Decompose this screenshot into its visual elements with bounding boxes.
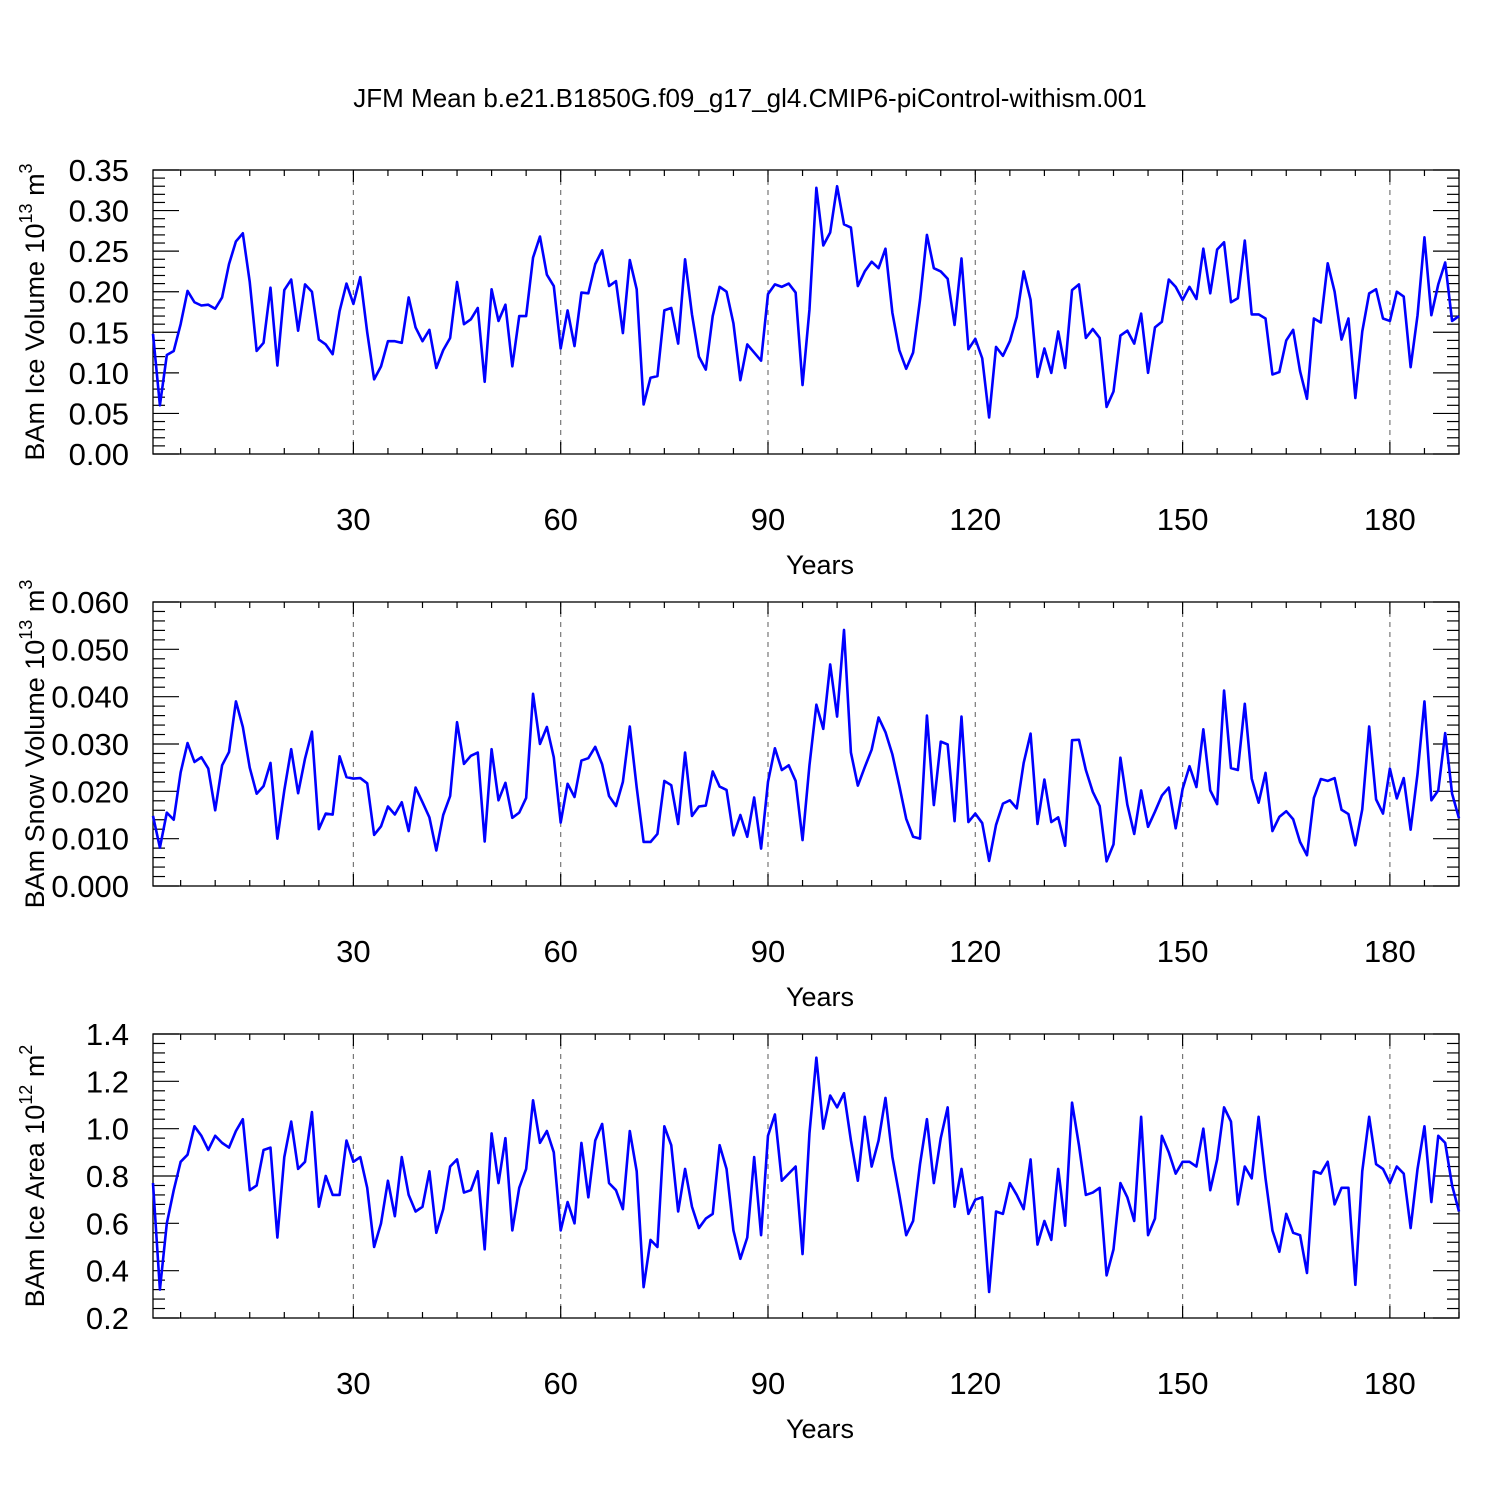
plot-frame <box>152 601 1460 887</box>
y-tick-label: 0.8 <box>86 1159 129 1194</box>
x-axis-title: Years <box>786 982 854 1012</box>
y-tick-label: 0.060 <box>51 585 129 620</box>
x-tick-label: 120 <box>949 502 1001 537</box>
y-axis-title: BAm Snow Volume 1013 m3 <box>16 580 50 909</box>
y-tick-label: 0.6 <box>86 1206 129 1241</box>
series-line-snow-volume <box>151 628 1461 863</box>
panel-ice-area: 30 60 90 120 150 180 0.2 0.4 0.6 0.8 1.0 1.2 1.4 Year… <box>16 1017 1461 1444</box>
y-tick-label: 0.020 <box>51 774 129 809</box>
x-tick-label: 30 <box>336 1366 370 1401</box>
y-tick-label: 0.15 <box>69 315 129 350</box>
y-axis-title: BAm Ice Volume 1013 m3 <box>16 163 50 460</box>
figure-title: JFM Mean b.e21.B1850G.f09_g17_gl4.CMIP6-… <box>353 83 1146 113</box>
x-tick-label: 180 <box>1364 1366 1416 1401</box>
series-line-ice-volume <box>151 184 1460 419</box>
y-tick-label: 1.2 <box>86 1064 129 1099</box>
x-tick-label: 30 <box>336 502 370 537</box>
y-tick-label: 0.050 <box>51 632 129 667</box>
x-tick-label: 90 <box>751 1366 785 1401</box>
y-tick-label: 0.00 <box>69 437 129 472</box>
y-axis-title: BAm Ice Area 1012 m2 <box>16 1045 50 1308</box>
y-tick-label: 0.05 <box>69 396 129 431</box>
x-tick-label: 180 <box>1364 934 1416 969</box>
y-tick-label: 0.000 <box>51 869 129 904</box>
y-tick-label: 0.20 <box>69 275 129 310</box>
x-tick-label: 90 <box>751 934 785 969</box>
x-tick-label: 150 <box>1157 502 1209 537</box>
y-tick-label: 0.30 <box>69 194 129 229</box>
y-tick-label: 0.10 <box>69 356 129 391</box>
panel-ice-volume: 30 60 90 120 150 180 0.00 0.05 0.10 0.15 0.20 0.25 0… <box>16 153 1460 580</box>
x-tick-label: 120 <box>949 1366 1001 1401</box>
x-axis-title: Years <box>786 1414 854 1444</box>
y-tick-label: 0.040 <box>51 680 129 715</box>
y-tick-label: 0.35 <box>69 153 129 188</box>
x-tick-label: 60 <box>543 934 577 969</box>
y-tick-label: 0.030 <box>51 727 129 762</box>
x-tick-label: 120 <box>949 934 1001 969</box>
x-tick-label: 150 <box>1157 1366 1209 1401</box>
y-tick-label: 1.4 <box>86 1017 129 1052</box>
series-line-ice-area <box>151 1056 1461 1294</box>
x-tick-label: 30 <box>336 934 370 969</box>
y-tick-label: 0.4 <box>86 1254 129 1289</box>
x-tick-label: 60 <box>543 502 577 537</box>
x-tick-label: 90 <box>751 502 785 537</box>
panels-group: 30 60 90 120 150 180 0.00 0.05 0.10 0.15 0.20 0.25 0… <box>16 153 1461 1444</box>
x-tick-label: 150 <box>1157 934 1209 969</box>
y-tick-label: 0.2 <box>86 1301 129 1336</box>
plot-frame <box>152 169 1460 455</box>
y-tick-label: 0.25 <box>69 234 129 269</box>
x-tick-label: 60 <box>543 1366 577 1401</box>
x-axis-title: Years <box>786 550 854 580</box>
y-tick-label: 1.0 <box>86 1112 129 1147</box>
panel-snow-volume: 30 60 90 120 150 180 0.000 0.010 0.020 0.030 0.040… <box>16 580 1461 1012</box>
y-tick-label: 0.010 <box>51 822 129 857</box>
x-tick-label: 180 <box>1364 502 1416 537</box>
